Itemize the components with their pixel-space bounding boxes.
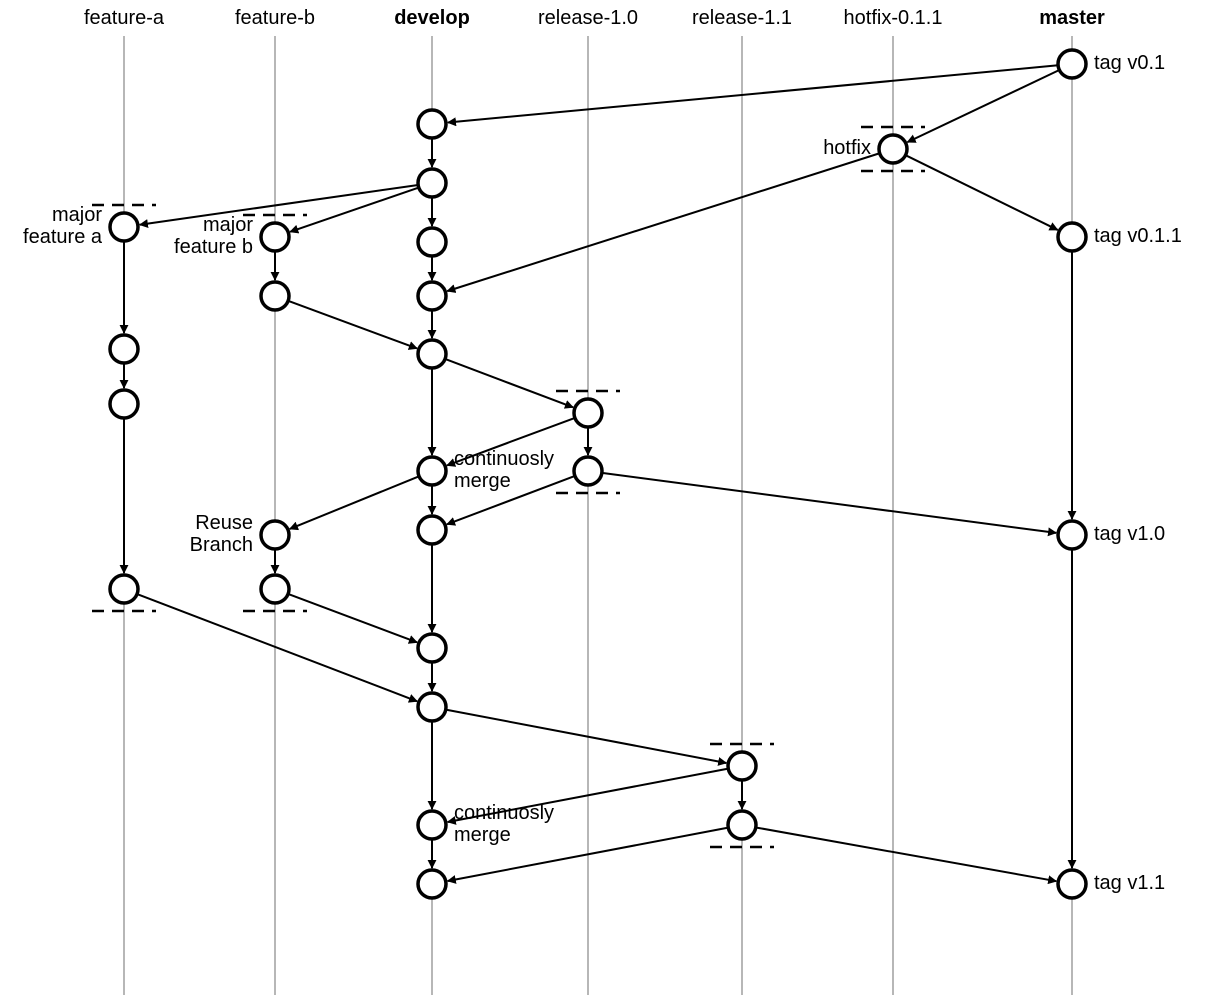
commit-d10	[418, 811, 446, 839]
branch-label-feature-a: feature-a	[84, 7, 165, 29]
edge-fb4-d8	[288, 594, 417, 642]
commit-fa2	[110, 335, 138, 363]
commit-r1a	[574, 399, 602, 427]
commit-label-m3: tag v1.0	[1094, 523, 1165, 545]
commit-label-fb3: ReuseBranch	[190, 512, 253, 556]
commit-fb1	[261, 223, 289, 251]
branch-label-feature-b: feature-b	[235, 7, 315, 29]
commit-label-m2: tag v0.1.1	[1094, 225, 1182, 247]
commit-d4	[418, 282, 446, 310]
edge-r2b-m4	[756, 827, 1056, 881]
branch-label-develop: develop	[394, 7, 470, 29]
edge-h1-m2	[906, 155, 1058, 230]
commit-d6	[418, 457, 446, 485]
commit-label-m4: tag v1.1	[1094, 872, 1165, 894]
commit-label-fb1: majorfeature b	[174, 214, 253, 258]
commit-fa4	[110, 575, 138, 603]
edge-d9-r2a	[446, 710, 727, 763]
commit-label-d10: continuoslymerge	[454, 802, 554, 846]
commit-d1	[418, 110, 446, 138]
edge-r1b-m3	[602, 473, 1056, 533]
commit-fb4	[261, 575, 289, 603]
commit-d7	[418, 516, 446, 544]
commit-m1	[1058, 50, 1086, 78]
commit-r1b	[574, 457, 602, 485]
commit-label-d6: continuoslymerge	[454, 448, 554, 492]
commit-r2a	[728, 752, 756, 780]
branch-label-hotfix-0.1.1: hotfix-0.1.1	[844, 7, 943, 29]
git-flow-diagram: feature-a feature-b develop release-1.0 rele…	[0, 0, 1213, 999]
commit-label-fa1: majorfeature a	[23, 204, 103, 248]
commit-h1	[879, 135, 907, 163]
branch-label-release-1.0: release-1.0	[538, 7, 638, 29]
edge-fa4-d9	[137, 594, 417, 701]
commit-m2	[1058, 223, 1086, 251]
branch-label-master: master	[1039, 7, 1105, 29]
commit-d9	[418, 693, 446, 721]
edge-d2-fa1	[140, 185, 418, 225]
branch-label-release-1.1: release-1.1	[692, 7, 792, 29]
commit-d5	[418, 340, 446, 368]
commit-fa1	[110, 213, 138, 241]
commit-d2	[418, 169, 446, 197]
commit-fb3	[261, 521, 289, 549]
commit-m3	[1058, 521, 1086, 549]
edge-fb2-d5	[288, 301, 417, 349]
commit-fb2	[261, 282, 289, 310]
commit-label-h1: hotfix	[823, 137, 871, 159]
edge-h1-d4	[447, 153, 879, 291]
edge-m1-h1	[907, 70, 1059, 142]
commit-m4	[1058, 870, 1086, 898]
edge-d6-fb3	[290, 476, 419, 529]
commit-label-m1: tag v0.1	[1094, 52, 1165, 74]
commit-d8	[418, 634, 446, 662]
commit-d11	[418, 870, 446, 898]
commit-r2b	[728, 811, 756, 839]
edge-d5-r1a	[445, 359, 573, 407]
commit-d3	[418, 228, 446, 256]
commit-fa3	[110, 390, 138, 418]
